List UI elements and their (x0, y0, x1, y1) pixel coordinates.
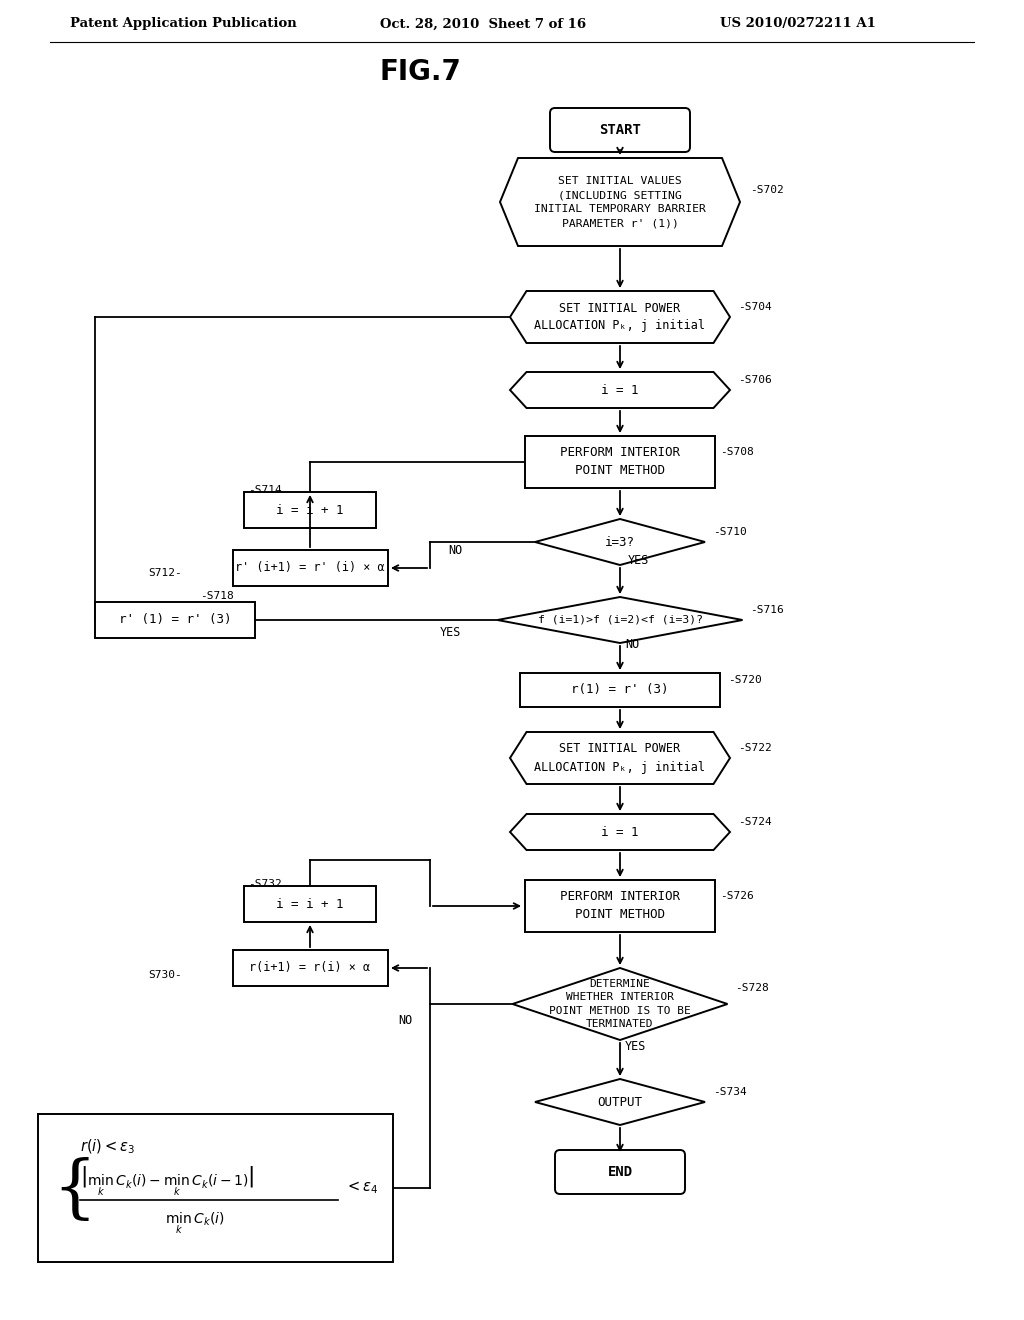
Polygon shape (512, 968, 727, 1040)
Bar (244, 492, 376, 528)
Text: i = i + 1: i = i + 1 (276, 898, 344, 911)
Text: -S720: -S720 (728, 675, 762, 685)
Text: PERFORM INTERIOR
POINT METHOD: PERFORM INTERIOR POINT METHOD (560, 446, 680, 478)
Polygon shape (510, 290, 730, 343)
Text: -S714: -S714 (248, 484, 282, 495)
Text: OUTPUT: OUTPUT (597, 1096, 642, 1109)
Text: $\underset{k}{\min}\,C_k(i)$: $\underset{k}{\min}\,C_k(i)$ (165, 1210, 225, 1236)
Text: S712-: S712- (148, 568, 181, 578)
Text: -S726: -S726 (720, 891, 754, 902)
Bar (232, 550, 387, 586)
Text: Patent Application Publication: Patent Application Publication (70, 17, 297, 30)
Text: f (i=1)>f (i=2)<f (i=3)?: f (i=1)>f (i=2)<f (i=3)? (538, 615, 702, 624)
Text: -S704: -S704 (738, 302, 772, 312)
Text: DETERMINE
WHETHER INTERIOR
POINT METHOD IS TO BE
TERMINATED: DETERMINE WHETHER INTERIOR POINT METHOD … (549, 979, 691, 1028)
Text: -S706: -S706 (738, 375, 772, 385)
Text: -S732: -S732 (248, 879, 282, 888)
Bar (244, 886, 376, 921)
Text: i = 1: i = 1 (601, 825, 639, 838)
Text: i = i + 1: i = i + 1 (276, 503, 344, 516)
Text: i=3?: i=3? (605, 536, 635, 549)
Text: {: { (52, 1158, 96, 1224)
FancyBboxPatch shape (550, 108, 690, 152)
Text: $\left|\underset{k}{\min}\,C_k(i) - \underset{k}{\min}\,C_k(i-1)\right|$: $\left|\underset{k}{\min}\,C_k(i) - \und… (80, 1164, 255, 1197)
Text: -S710: -S710 (713, 527, 746, 537)
Text: YES: YES (628, 553, 649, 566)
Polygon shape (510, 372, 730, 408)
Text: US 2010/0272211 A1: US 2010/0272211 A1 (720, 17, 876, 30)
Polygon shape (500, 158, 740, 246)
Bar (232, 950, 387, 986)
Text: i = 1: i = 1 (601, 384, 639, 396)
Text: FIG.7: FIG.7 (380, 58, 462, 86)
Text: r(i+1) = r(i) × α: r(i+1) = r(i) × α (250, 961, 371, 974)
Polygon shape (510, 733, 730, 784)
Text: $< \varepsilon_4$: $< \varepsilon_4$ (345, 1180, 379, 1196)
Text: -S728: -S728 (735, 983, 769, 993)
Text: r(1) = r' (3): r(1) = r' (3) (571, 684, 669, 697)
Text: r' (1) = r' (3): r' (1) = r' (3) (119, 614, 231, 627)
Text: r' (i+1) = r' (i) × α: r' (i+1) = r' (i) × α (236, 561, 385, 574)
Text: YES: YES (440, 626, 462, 639)
Text: -S722: -S722 (738, 743, 772, 752)
Text: NO: NO (449, 544, 462, 557)
FancyBboxPatch shape (555, 1150, 685, 1195)
Text: SET INITIAL VALUES
(INCLUDING SETTING
INITIAL TEMPORARY BARRIER
PARAMETER r' (1): SET INITIAL VALUES (INCLUDING SETTING IN… (535, 176, 706, 228)
Text: -S708: -S708 (720, 447, 754, 457)
Text: -S718: -S718 (200, 591, 233, 601)
Text: NO: NO (625, 639, 639, 652)
Polygon shape (535, 519, 705, 565)
Text: NO: NO (398, 1014, 413, 1027)
Text: Oct. 28, 2010  Sheet 7 of 16: Oct. 28, 2010 Sheet 7 of 16 (380, 17, 586, 30)
Text: PERFORM INTERIOR
POINT METHOD: PERFORM INTERIOR POINT METHOD (560, 891, 680, 921)
Text: SET INITIAL POWER
ALLOCATION Pₖ, j initial: SET INITIAL POWER ALLOCATION Pₖ, j initi… (535, 742, 706, 774)
Text: SET INITIAL POWER
ALLOCATION Pₖ, j initial: SET INITIAL POWER ALLOCATION Pₖ, j initi… (535, 301, 706, 333)
Text: -S702: -S702 (750, 185, 783, 195)
Bar (520, 673, 720, 708)
Bar (525, 436, 715, 488)
Text: START: START (599, 123, 641, 137)
Text: -S724: -S724 (738, 817, 772, 828)
Bar (38, 1114, 393, 1262)
Bar (95, 602, 255, 638)
Polygon shape (535, 1078, 705, 1125)
Bar (525, 880, 715, 932)
Polygon shape (498, 597, 742, 643)
Text: S730-: S730- (148, 970, 181, 979)
Text: $r(i) < \varepsilon_3$: $r(i) < \varepsilon_3$ (80, 1138, 135, 1156)
Text: -S716: -S716 (750, 605, 783, 615)
Polygon shape (510, 814, 730, 850)
Text: -S734: -S734 (713, 1086, 746, 1097)
Text: END: END (607, 1166, 633, 1179)
Text: YES: YES (625, 1040, 646, 1052)
